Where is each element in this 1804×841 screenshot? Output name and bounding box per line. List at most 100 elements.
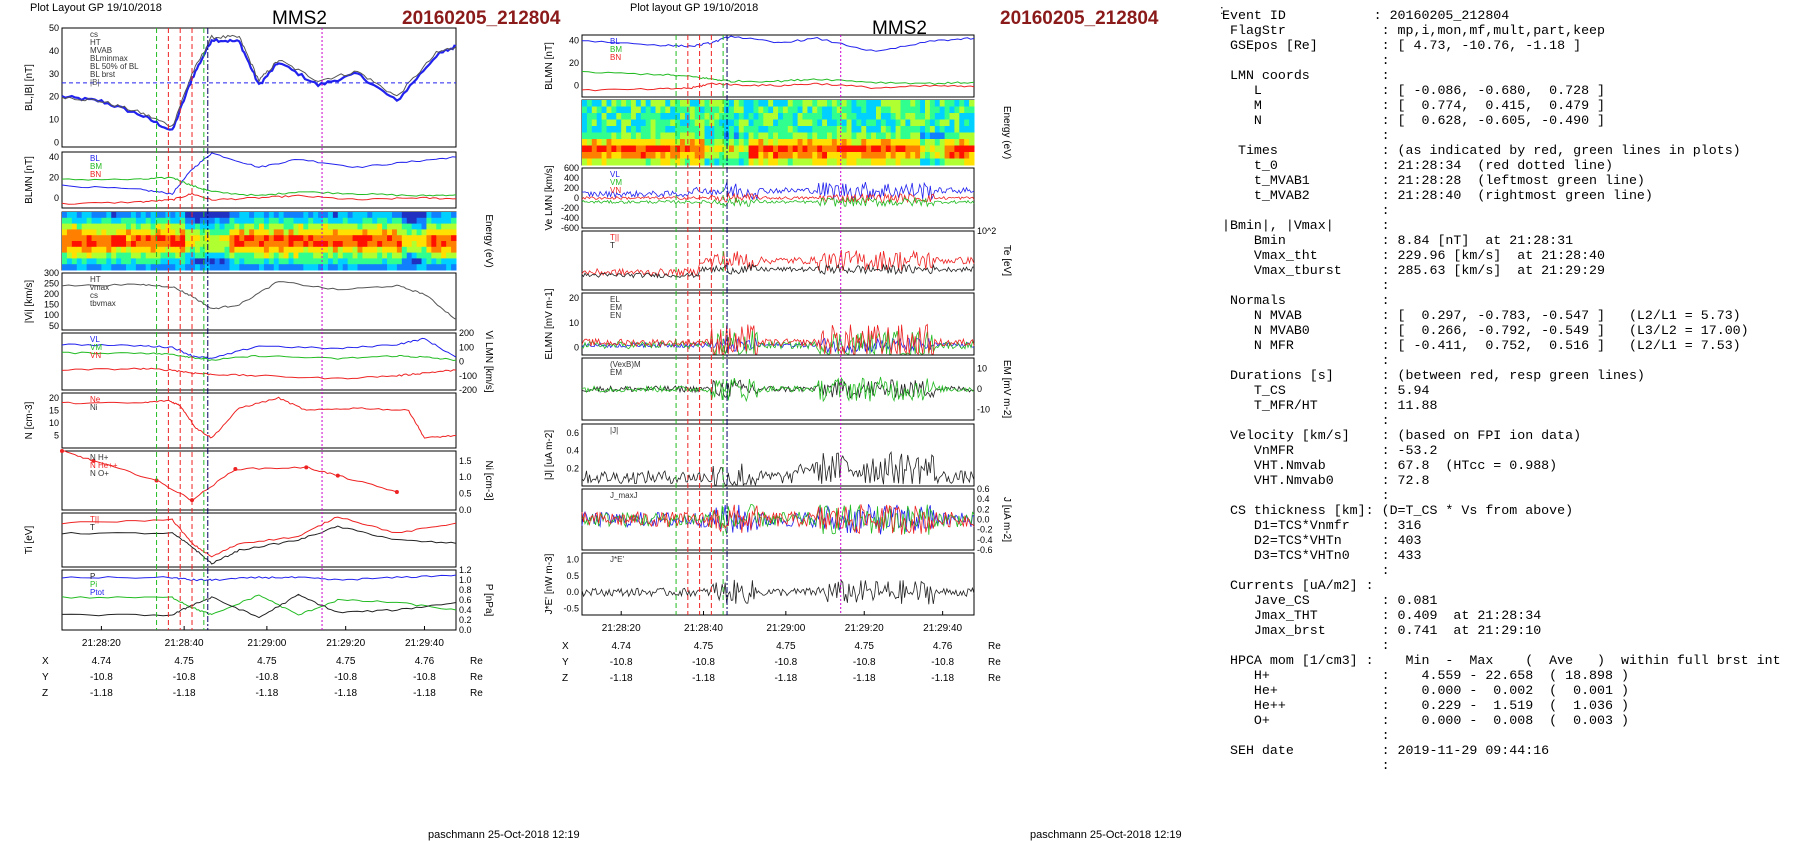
left-3-cell: [308, 258, 314, 265]
right-position-value: -1.18: [610, 673, 633, 684]
left-3-cell: [116, 229, 122, 236]
left-3-cell: [401, 264, 408, 271]
left-3-cell: [219, 241, 226, 248]
right-2-cell: [601, 139, 607, 146]
left-3-cell: [180, 252, 186, 259]
left-3-cell: [288, 252, 294, 259]
right-2-cell: [797, 100, 803, 107]
right-panel-9-frame: [581, 552, 975, 616]
left-3-cell: [234, 212, 240, 219]
right-2-cell: [915, 119, 921, 127]
right-2-cell: [836, 152, 843, 159]
right-4-ylabel: Te [eV]: [1001, 245, 1012, 276]
right-2-cell: [689, 152, 696, 159]
right-2-cell: [660, 106, 666, 114]
left-1-legend-entry: BLminmax: [90, 54, 128, 63]
left-3-cell: [91, 252, 97, 259]
left-left-4-ytick: 100: [44, 310, 59, 320]
left-3-cell: [71, 258, 78, 265]
left-3-cell: [382, 223, 388, 230]
left-3-cell: [436, 246, 442, 254]
right-2-cell: [895, 145, 901, 153]
left-3-cell: [377, 246, 383, 254]
left-9-series-P: [61, 593, 457, 619]
left-7-point: [233, 467, 238, 472]
right-2-cell: [797, 145, 803, 153]
right-2-cell: [635, 145, 642, 153]
left-3-cell: [263, 212, 270, 219]
right-2-cell: [807, 132, 813, 140]
right-time-tick-label: 21:29:00: [766, 623, 805, 634]
right-2-cell: [861, 139, 867, 146]
left-3-cell: [224, 212, 230, 219]
left-3-cell: [441, 223, 447, 230]
right-2-cell: [851, 100, 857, 107]
right-2-cell: [616, 145, 622, 153]
right-2-cell: [836, 145, 843, 153]
right-2-cell: [817, 126, 823, 133]
left-position-value: -10.8: [413, 672, 436, 683]
right-2-cell: [920, 145, 926, 153]
left-3-cell: [298, 252, 304, 259]
right-2-cell: [626, 100, 632, 107]
left-3-cell: [283, 264, 290, 271]
left-3-cell: [298, 246, 304, 254]
left-panel-1-frame: [61, 27, 457, 148]
right-2-cell: [763, 126, 769, 133]
right-2-cell: [792, 119, 799, 127]
right-2-cell: [969, 139, 975, 146]
left-3-cell: [446, 212, 452, 219]
right-2-cell: [866, 139, 872, 146]
left-3-cell: [175, 258, 181, 265]
right-2-cell: [631, 113, 637, 120]
right-2-cell: [660, 126, 666, 133]
right-2-cell: [582, 139, 588, 146]
left-7-series-NHe: [62, 450, 398, 502]
right-2-cell: [885, 139, 892, 146]
right-2-cell: [920, 113, 926, 120]
right-2-cell: [851, 139, 857, 146]
left-3-cell: [130, 252, 137, 259]
right-2-cell: [910, 100, 916, 107]
left-left-6-ytick: 5: [54, 431, 59, 441]
right-8-trace-jm: [581, 503, 975, 535]
right-2-cell: [866, 119, 872, 127]
right-2-cell: [797, 132, 803, 140]
right-2-cell: [802, 152, 808, 159]
right-2-cell: [694, 113, 701, 120]
right-2-cell: [704, 100, 710, 107]
left-1-series-BL: [61, 37, 457, 131]
left-5-legend-entry: VN: [90, 351, 101, 360]
left-3-cell: [401, 212, 408, 219]
right-2-cell: [709, 119, 715, 127]
left-3-cell: [318, 246, 324, 254]
right-2-cell: [807, 158, 813, 166]
right-header: Plot layout GP 19/10/2018: [630, 2, 759, 14]
left-3-cell: [81, 241, 88, 248]
right-2-cell: [729, 158, 735, 166]
right-2-cell: [827, 113, 833, 120]
right-2-cell: [822, 145, 828, 153]
left-3-cell: [209, 229, 216, 236]
left-3-cell: [62, 217, 68, 225]
left-3-cell: [194, 229, 201, 236]
right-2-cell: [743, 106, 750, 114]
right-right-3-ytick: -400: [561, 213, 579, 223]
left-7-ylabel: Ni [cm-3]: [483, 461, 494, 501]
right-5-legend-entry: EN: [610, 311, 621, 320]
right-2-cell: [724, 139, 730, 146]
right-right-5-ytick: 10: [569, 318, 579, 328]
right-2-cell: [640, 152, 647, 159]
left-3-cell: [337, 212, 344, 219]
left-left-6-ytick: 10: [49, 418, 59, 428]
left-3-cell: [396, 258, 403, 265]
left-3-cell: [259, 264, 265, 271]
left-3-cell: [367, 235, 373, 242]
right-2-cell: [905, 126, 911, 133]
left-3-cell: [66, 229, 73, 236]
right-2-cell: [959, 145, 965, 153]
right-2-cell: [920, 152, 926, 159]
left-5-ylabel: Vi LMN [km/s]: [483, 330, 494, 392]
left-3-cell: [239, 241, 245, 248]
left-3-cell: [318, 241, 324, 248]
